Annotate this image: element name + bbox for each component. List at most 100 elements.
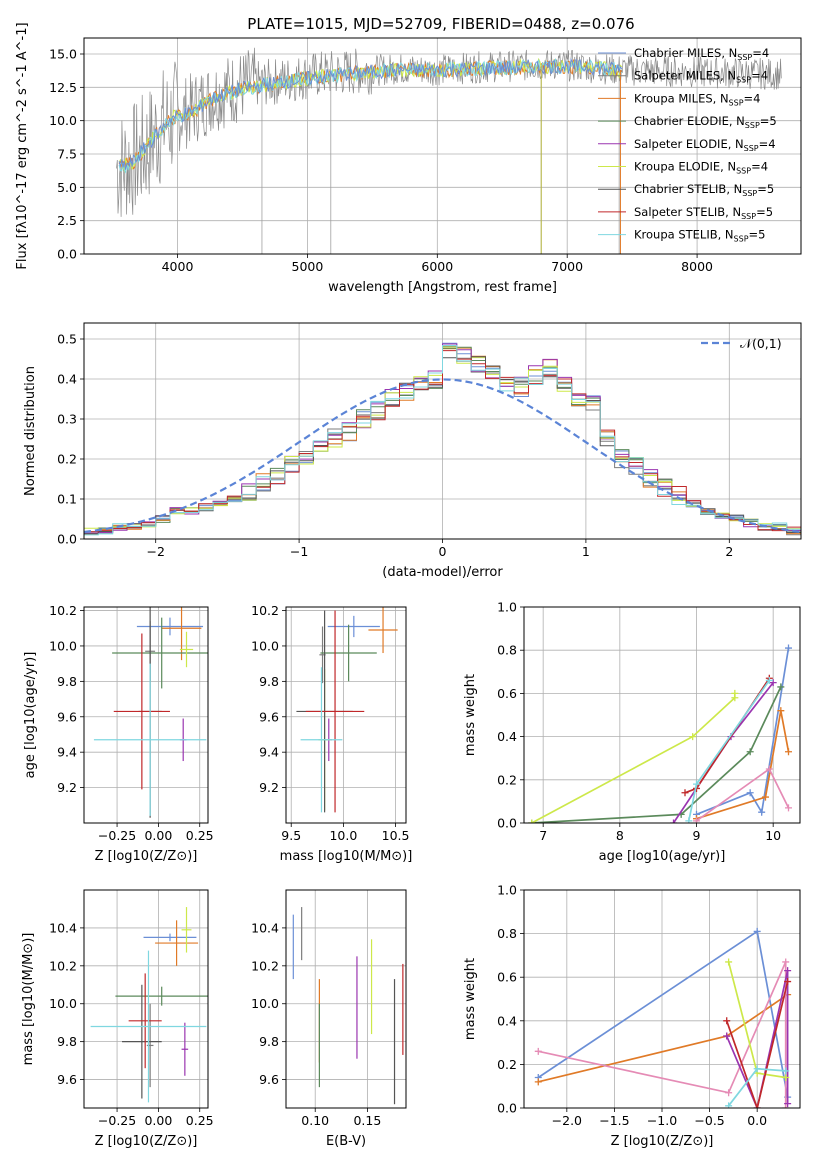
series-marker: [689, 733, 697, 741]
y-tick-label: 0.6: [497, 970, 517, 985]
y-tick-label: 10.0: [49, 996, 77, 1011]
errorbar-point: [115, 986, 208, 1006]
series-marker: [769, 679, 777, 687]
y-axis-label: age [log10(age/yr)]: [23, 652, 38, 779]
series-marker: [746, 748, 754, 756]
x-tick-label: 0.15: [353, 1113, 381, 1128]
errorbar-point: [112, 617, 208, 689]
legend-label: 𝒩(0,1): [740, 336, 782, 351]
axes-frame: [285, 889, 407, 1109]
series-marker: [785, 804, 792, 812]
x-axis-label: Z [log10(Z/Z⊙)]: [95, 849, 198, 864]
x-tick-label: 7000: [551, 259, 583, 274]
errorbar-point: [90, 950, 207, 1103]
y-tick-label: 9.4: [57, 745, 77, 760]
series-line: [531, 686, 782, 823]
histogram-step: [84, 345, 801, 536]
y-tick-label: 0.8: [497, 643, 517, 658]
x-axis-label: Z [log10(Z/Z⊙)]: [611, 1134, 714, 1149]
legend-label: Kroupa ELODIE, NSSP=4: [634, 160, 768, 176]
series-line: [684, 677, 771, 794]
y-tick-label: 12.5: [49, 80, 77, 95]
axes-frame: [523, 606, 801, 824]
errorbar-point: [136, 617, 204, 636]
series-marker: [777, 683, 785, 691]
axes-frame: [523, 889, 801, 1109]
y-tick-label: 10.2: [251, 603, 279, 618]
y-tick-label: 9.6: [259, 709, 279, 724]
y-tick-label: 15.0: [49, 47, 77, 62]
series-marker: [765, 676, 773, 684]
plot-area: [84, 342, 801, 536]
errorbar-point: [161, 607, 202, 661]
series-line: [725, 970, 789, 1108]
y-tick-label: 9.6: [57, 709, 77, 724]
y-tick-label: 0.6: [497, 686, 517, 701]
y-tick-label: 0.2: [497, 1057, 517, 1072]
legend-label: Kroupa MILES, NSSP=4: [634, 91, 760, 107]
y-tick-label: 0.2: [57, 452, 77, 467]
series-marker: [746, 789, 754, 797]
series-marker: [784, 967, 792, 975]
y-axis-label: mass [log10(M/M⊙)]: [21, 933, 36, 1066]
x-tick-label: 0.25: [186, 1113, 214, 1128]
series-marker: [534, 1078, 542, 1086]
y-tick-label: 9.2: [259, 780, 279, 795]
axes-frame: [83, 889, 209, 1109]
y-tick-label: 10.0: [49, 638, 77, 653]
x-tick-label: −0.5: [694, 1113, 724, 1128]
x-tick-label: −2.0: [552, 1113, 582, 1128]
x-tick-label: −0.25: [98, 828, 136, 843]
series-line: [696, 647, 790, 816]
axes-frame: [83, 37, 802, 255]
y-tick-label: 0.8: [497, 926, 517, 941]
spectrum-model-line: [118, 57, 623, 170]
series-marker: [782, 1067, 790, 1075]
y-tick-label: 9.8: [57, 674, 77, 689]
x-tick-label: 0.10: [301, 1113, 329, 1128]
x-tick-label: 4000: [162, 259, 194, 274]
legend-label: Chabrier STELIB, NSSP=5: [634, 182, 774, 198]
x-tick-label: 2: [725, 544, 733, 559]
series-marker: [725, 1102, 733, 1108]
x-tick-label: −1.0: [647, 1113, 677, 1128]
legend-label: Salpeter STELIB, NSSP=5: [634, 205, 773, 221]
x-tick-label: −1.5: [599, 1113, 629, 1128]
x-tick-label: 8: [616, 828, 624, 843]
series-line: [696, 710, 790, 820]
series-line: [538, 961, 787, 1108]
x-tick-label: 1: [582, 544, 590, 559]
y-tick-label: 9.8: [259, 674, 279, 689]
page-title: PLATE=1015, MJD=52709, FIBERID=0488, z=0…: [247, 15, 634, 33]
errorbar-point: [181, 907, 192, 953]
errorbar-point: [93, 663, 207, 816]
series-marker: [528, 819, 536, 823]
y-tick-label: 0.0: [57, 532, 77, 547]
y-tick-label: 0.0: [57, 247, 77, 262]
x-axis-label: E(B-V): [326, 1134, 366, 1149]
x-tick-label: −0.25: [98, 1113, 136, 1128]
y-tick-label: 10.0: [251, 996, 279, 1011]
axes-frame: [285, 606, 407, 824]
series-marker: [785, 748, 792, 756]
x-tick-label: 0.00: [144, 1113, 172, 1128]
errorbar-point: [305, 610, 365, 813]
errorbar-point: [320, 624, 377, 682]
legend-label: Salpeter MILES, NSSP=4: [634, 69, 768, 85]
axes-frame: [83, 322, 802, 540]
y-tick-label: 0.2: [497, 772, 517, 787]
series-marker: [753, 1104, 761, 1108]
y-tick-label: 0.0: [497, 1101, 517, 1116]
series-marker: [784, 1100, 792, 1108]
series-marker: [670, 819, 677, 823]
series-line: [531, 693, 736, 823]
y-tick-label: 1.0: [497, 600, 517, 615]
x-tick-label: −1: [290, 544, 308, 559]
errorbar-point: [146, 1003, 154, 1088]
series-marker: [784, 978, 792, 986]
series-marker: [725, 1089, 733, 1097]
x-tick-label: 0.25: [186, 828, 214, 843]
axes-frame: [83, 606, 209, 824]
series-marker: [693, 780, 700, 788]
